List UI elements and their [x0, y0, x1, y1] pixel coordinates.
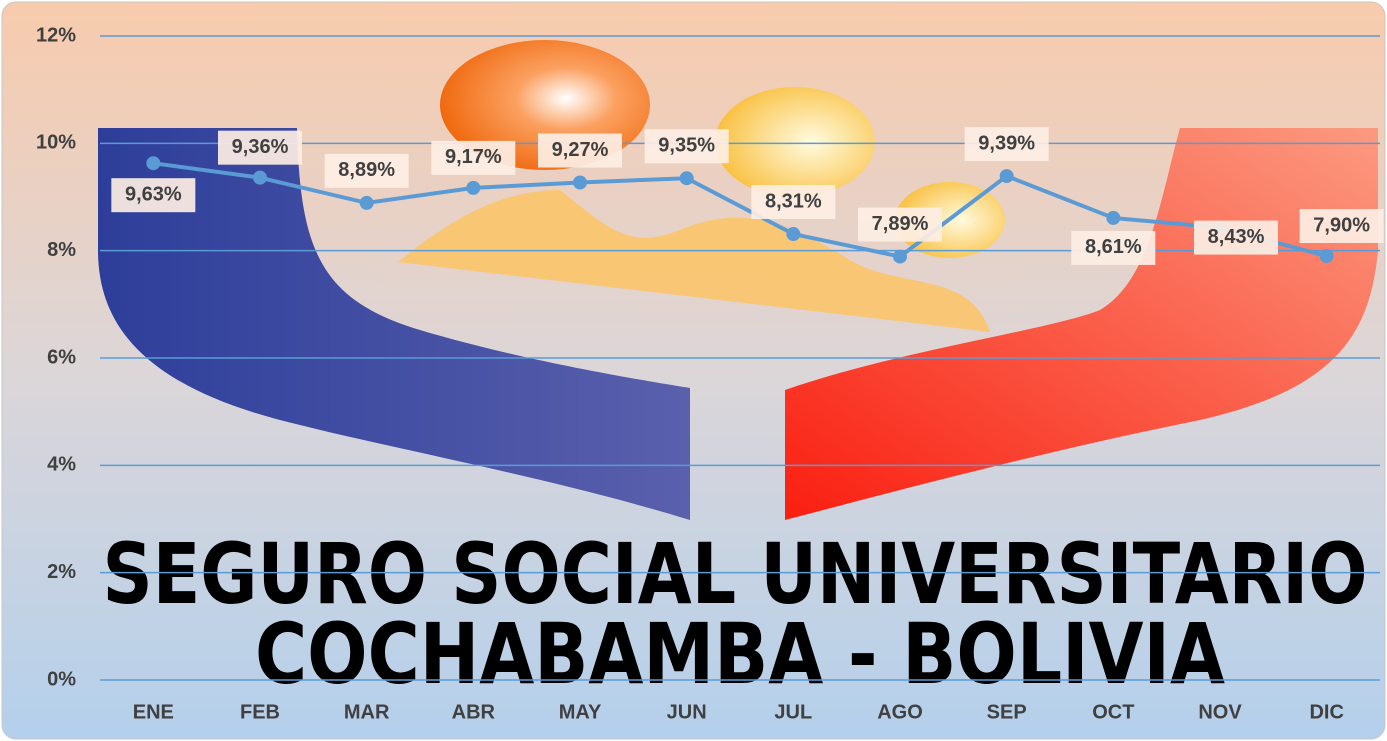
- point: [253, 170, 267, 185]
- value-label: 9,39%: [978, 132, 1035, 154]
- x-tick-label: NOV: [1198, 701, 1242, 723]
- series-line: [153, 161, 1328, 259]
- x-tick-label: MAY: [559, 701, 602, 723]
- value-label: 8,43%: [1208, 226, 1265, 248]
- value-label: 9,63%: [125, 183, 182, 205]
- x-tick-label: OCT: [1092, 701, 1134, 723]
- point: [999, 169, 1014, 184]
- y-tick-label: 8%: [47, 239, 76, 261]
- point: [573, 175, 587, 190]
- x-tick-label: FEB: [240, 701, 280, 723]
- value-label-box: [218, 130, 302, 165]
- x-tick-label: ENE: [133, 701, 174, 723]
- y-tick-label: 0%: [47, 668, 76, 690]
- value-label-box: [751, 185, 836, 220]
- value-label-box: [644, 129, 729, 164]
- x-tick-label: MAR: [344, 701, 390, 723]
- value-label-box: [1299, 209, 1384, 244]
- point: [1319, 249, 1334, 264]
- x-tick-label: JUN: [667, 701, 707, 723]
- value-label: 7,90%: [1313, 214, 1370, 236]
- x-tick-label: JUL: [774, 701, 812, 723]
- watermark-text: COCHABAMBA - BOLIVIA: [255, 605, 1225, 703]
- x-tick-label: SEP: [987, 701, 1027, 723]
- value-label: 8,89%: [338, 159, 395, 181]
- value-label-box: [1071, 230, 1156, 265]
- point: [893, 249, 907, 264]
- x-tick-label: DIC: [1309, 701, 1343, 723]
- value-label-box: [111, 178, 196, 213]
- x-tick-label: AGO: [877, 701, 923, 723]
- y-tick-label: 10%: [36, 132, 76, 154]
- point: [359, 195, 374, 210]
- value-label: 8,61%: [1085, 236, 1142, 258]
- point: [679, 171, 694, 186]
- value-label-box: [1194, 220, 1278, 255]
- value-label: 9,35%: [658, 134, 715, 156]
- value-label: 9,36%: [232, 136, 289, 158]
- value-label-box: [538, 133, 622, 168]
- value-label: 9,17%: [445, 146, 502, 168]
- watermark-text: SEGURO SOCIAL UNIVERSITARIO: [103, 525, 1368, 623]
- point: [1106, 210, 1121, 225]
- value-label-box: [858, 207, 942, 242]
- point: [146, 156, 161, 171]
- y-tick-label: 4%: [47, 454, 76, 476]
- value-label-box: [964, 127, 1049, 162]
- y-tick-label: 6%: [47, 346, 76, 368]
- x-tick-label: ABR: [452, 701, 496, 723]
- value-label-box: [431, 140, 516, 175]
- point: [786, 227, 801, 242]
- y-tick-label: 2%: [47, 561, 76, 583]
- value-label: 8,31%: [765, 190, 822, 212]
- point: [466, 180, 481, 195]
- value-label-box: [324, 153, 409, 188]
- value-label: 9,27%: [552, 139, 609, 161]
- y-tick-label: 12%: [36, 24, 76, 46]
- value-label: 7,89%: [872, 213, 929, 235]
